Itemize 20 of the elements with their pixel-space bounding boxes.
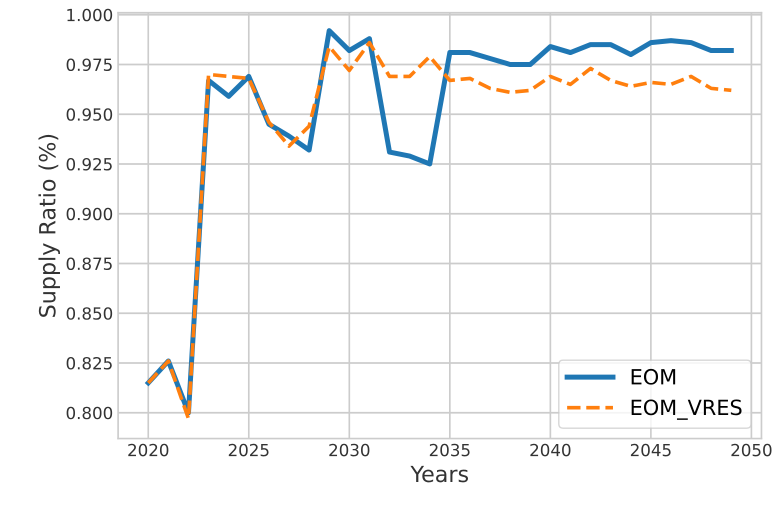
x-tick-label: 2025 (228, 444, 269, 456)
x-axis-title: Years (410, 466, 468, 482)
y-tick-label: 0.925 (66, 158, 112, 171)
x-tick-label: 2030 (329, 444, 370, 456)
y-tick-label: 0.875 (66, 257, 112, 270)
legend-label: EOM_VRES (632, 399, 742, 420)
y-tick-label: 1.000 (67, 8, 112, 22)
y-tick-label: 0.850 (66, 307, 112, 320)
legend-label: EOM (632, 368, 676, 385)
x-tick-label: 2050 (731, 444, 772, 456)
x-tick-label: 2045 (630, 444, 671, 456)
y-tick-label: 0.950 (66, 108, 112, 121)
y-tick-label: 0.900 (66, 208, 112, 220)
y-tick-label: 0.800 (66, 406, 112, 420)
y-axis-title: Supply Ratio (%) (38, 134, 60, 317)
x-tick-label: 2035 (430, 444, 470, 456)
x-tick-label: 2040 (530, 444, 570, 456)
y-tick-label: 0.975 (66, 58, 112, 72)
x-tick-label: 2020 (128, 444, 168, 456)
y-tick-label: 0.825 (66, 356, 112, 370)
